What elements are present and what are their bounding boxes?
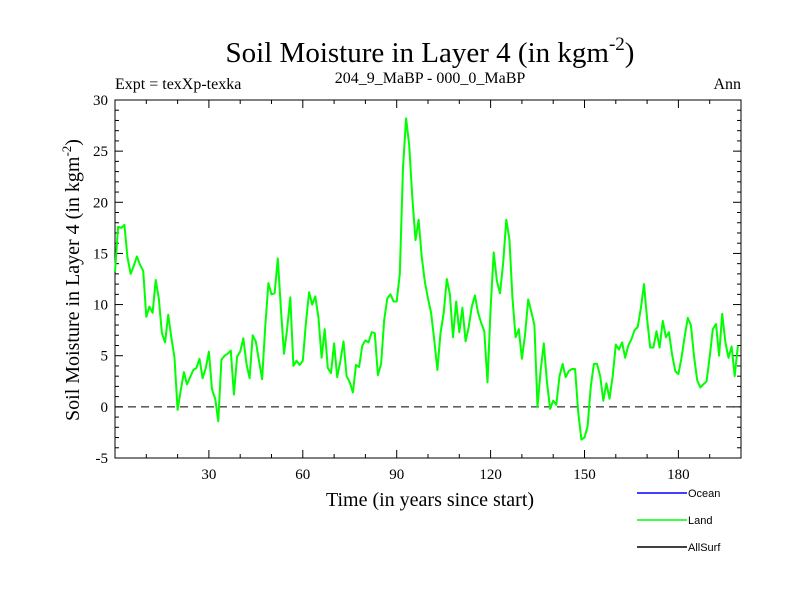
x-axis-label: Time (in years since start) xyxy=(326,489,534,511)
series-line-land xyxy=(114,117,739,441)
ticks: -5 0 5 10 15 20 25 30 30 60 90 120 150 180 xyxy=(93,93,741,483)
y-tick-label: 0 xyxy=(101,400,109,416)
x-tick-label: 60 xyxy=(295,467,310,483)
chart-title-close: ) xyxy=(625,37,635,69)
plot-frame xyxy=(114,99,742,459)
y-tick-label: -5 xyxy=(96,451,109,467)
y-axis-label-sup: -2 xyxy=(59,146,74,157)
y-axis-label-close: ) xyxy=(62,139,84,146)
x-tick-label: 120 xyxy=(479,467,502,483)
subtitle-right: Ann xyxy=(713,76,741,93)
y-tick-label: 15 xyxy=(93,246,108,262)
y-tick-label: 5 xyxy=(101,349,109,365)
legend-label-allsurf: AllSurf xyxy=(688,542,721,554)
y-axis-label: Soil Moisture in Layer 4 (in kgm-2) xyxy=(59,139,84,421)
x-tick-label: 180 xyxy=(667,467,690,483)
chart-title-sup: -2 xyxy=(609,34,625,55)
y-tick-label: 20 xyxy=(93,195,108,211)
x-tick-label: 90 xyxy=(389,467,404,483)
y-tick-label: 25 xyxy=(93,144,108,160)
legend: Ocean Land AllSurf xyxy=(637,488,721,554)
chart-title-main: Soil Moisture in Layer 4 (in kgm xyxy=(226,37,610,69)
x-tick-label: 150 xyxy=(573,467,596,483)
series-group xyxy=(114,117,739,441)
y-tick-label: 10 xyxy=(93,298,108,314)
chart-title: Soil Moisture in Layer 4 (in kgm-2) xyxy=(226,34,635,69)
subtitle-center: 204_9_MaBP - 000_0_MaBP xyxy=(335,70,526,87)
legend-label-land: Land xyxy=(688,515,712,527)
y-tick-label: 30 xyxy=(93,93,108,109)
subtitle-left: Expt = texXp-texka xyxy=(115,76,241,93)
x-tick-label: 30 xyxy=(201,467,216,483)
y-axis-label-main: Soil Moisture in Layer 4 (in kgm xyxy=(62,156,84,421)
legend-label-ocean: Ocean xyxy=(688,488,720,500)
